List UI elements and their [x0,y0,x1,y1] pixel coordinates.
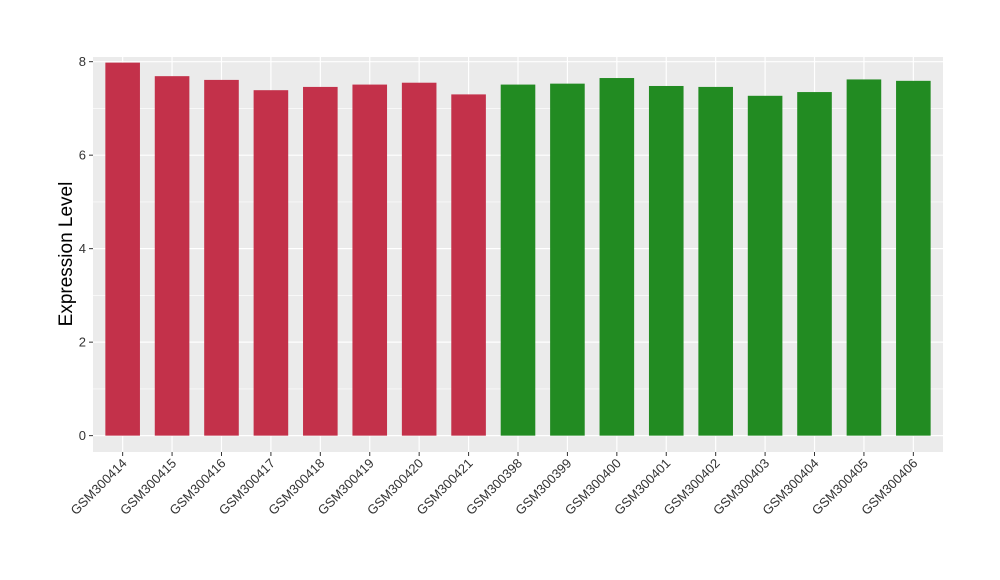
bars [105,62,931,436]
bar-GSM300416 [204,79,239,436]
bar-GSM300418 [303,86,338,436]
bar-GSM300401 [648,85,684,436]
y-tick-label: 8 [79,54,86,69]
bar-GSM300417 [253,90,289,436]
bar-GSM300403 [747,95,783,436]
y-tick-label: 2 [79,335,86,350]
bar-GSM300415 [154,76,190,436]
bar-GSM300406 [896,80,931,436]
bar-GSM300405 [846,79,882,436]
bar-GSM300419 [352,84,388,436]
bar-GSM300421 [451,94,486,436]
y-axis: 0 2 4 6 8 [79,54,93,443]
y-tick-label: 4 [79,241,86,256]
bar-GSM300402 [698,86,733,436]
bar-GSM300400 [599,78,635,436]
y-tick-label: 6 [79,148,86,163]
bar-GSM300420 [401,82,437,436]
y-tick-label: 0 [79,428,86,443]
bar-GSM300399 [550,83,585,436]
bar-GSM300404 [797,92,832,436]
bar-GSM300398 [500,84,536,436]
y-axis-title: Expression Level [56,182,77,327]
bar-GSM300414 [105,62,140,436]
x-axis: GSM300414GSM300415GSM300416GSM300417GSM3… [68,452,920,518]
